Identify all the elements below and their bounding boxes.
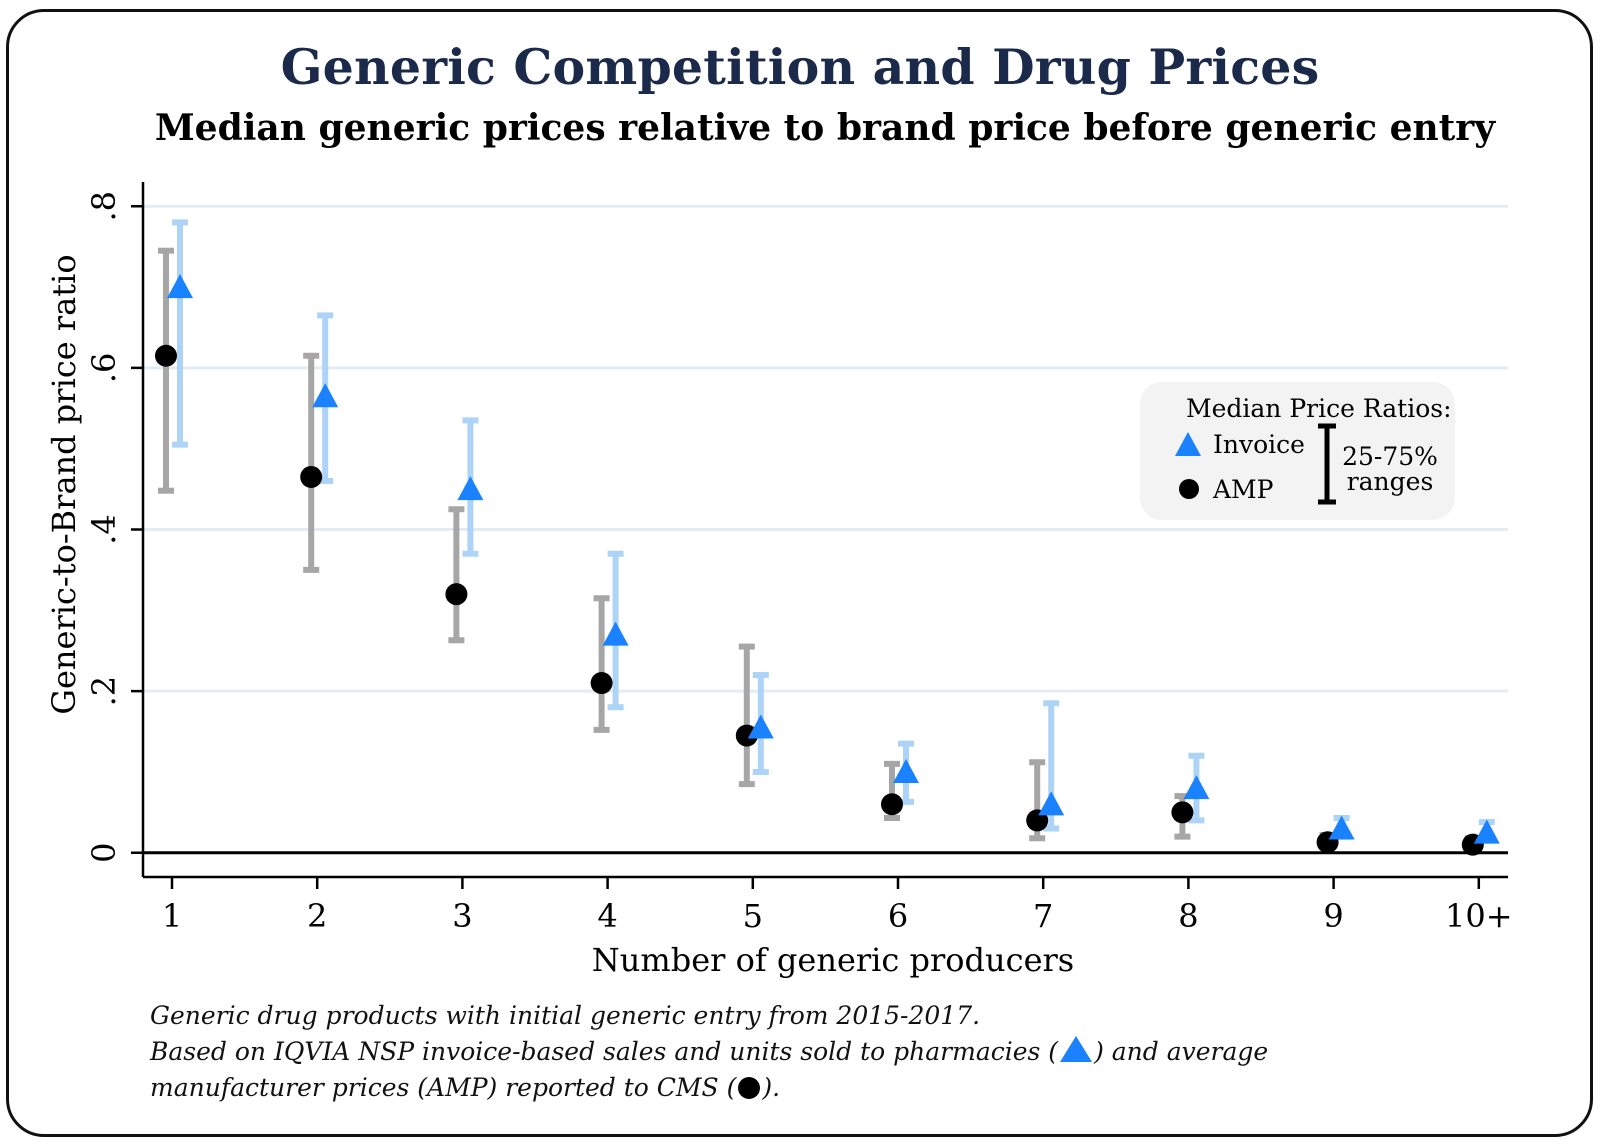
y-tick-label: .8	[85, 191, 123, 222]
x-tick-label: 7	[1033, 897, 1053, 935]
y-tick-label: .6	[85, 353, 123, 384]
invoice-point	[1038, 791, 1065, 816]
y-tick-label: 0	[85, 843, 123, 863]
chart-subtitle: Median generic prices relative to brand …	[154, 107, 1496, 149]
amp-point	[1171, 801, 1194, 824]
invoice-point	[747, 714, 774, 739]
x-tick-label: 9	[1323, 897, 1343, 935]
amp-point	[155, 344, 177, 367]
footnote-line-2-start: Based on IQVIA NSP invoice-based sales a…	[150, 1037, 1059, 1066]
legend-invoice-triangle-icon	[1175, 432, 1201, 456]
footnote-line-3-end: ).	[762, 1073, 781, 1102]
x-tick-label: 3	[452, 897, 472, 935]
x-tick-label: 4	[597, 897, 617, 935]
legend-amp-label: AMP	[1212, 475, 1273, 504]
invoice-point	[457, 476, 484, 501]
footnotes: Generic drug products with initial gener…	[150, 998, 1268, 1106]
invoice-triangle-icon	[1060, 1036, 1093, 1062]
legend-title: Median Price Ratios:	[1186, 394, 1452, 423]
invoice-point	[312, 383, 339, 408]
invoice-point	[602, 621, 629, 646]
invoice-point	[1328, 815, 1355, 840]
legend-range-label-2: ranges	[1347, 467, 1434, 496]
y-tick-label: .4	[85, 514, 123, 545]
x-tick-label: 2	[307, 897, 327, 935]
plot-area: 0 .2 .4 .6 .8 1 2 3 4 5 6 7 8 9 10+ Generic-to-Brand pr…	[45, 182, 1513, 979]
x-axis-title: Number of generic producers	[592, 941, 1074, 979]
x-tick-label: 5	[743, 897, 763, 935]
invoice-point	[893, 758, 919, 783]
x-tick-label: 1	[162, 897, 182, 935]
chart-title: Generic Competition and Drug Prices	[280, 38, 1320, 96]
footnote-line-3: manufacturer prices (AMP) reported to CM…	[150, 1070, 1268, 1106]
amp-dot-icon	[738, 1077, 761, 1099]
footnote-line-3-start: manufacturer prices (AMP) reported to CM…	[150, 1073, 737, 1102]
footnote-line-2-end: ) and average	[1094, 1037, 1269, 1066]
y-axis-title: Generic-to-Brand price ratio	[45, 254, 83, 714]
y-tick-label: .2	[85, 676, 123, 707]
legend-box	[1140, 382, 1455, 520]
footnote-line-1: Generic drug products with initial gener…	[150, 1001, 981, 1030]
x-tick-label: 8	[1178, 897, 1198, 935]
invoice-point	[1473, 819, 1500, 844]
amp-point	[590, 672, 613, 695]
invoice-point	[167, 274, 193, 299]
invoice-point	[1183, 775, 1210, 800]
footnote-line-2: Based on IQVIA NSP invoice-based sales a…	[150, 1034, 1268, 1070]
amp-point	[445, 583, 468, 606]
legend-invoice-label: Invoice	[1213, 430, 1305, 459]
legend-amp-dot-icon	[1179, 479, 1199, 499]
amp-point	[300, 465, 323, 488]
amp-point	[881, 793, 903, 816]
amp-point	[735, 724, 758, 747]
x-tick-label: 6	[888, 897, 908, 935]
x-tick-label: 10+	[1445, 897, 1513, 935]
legend-range-label-1: 25-75%	[1342, 442, 1438, 471]
